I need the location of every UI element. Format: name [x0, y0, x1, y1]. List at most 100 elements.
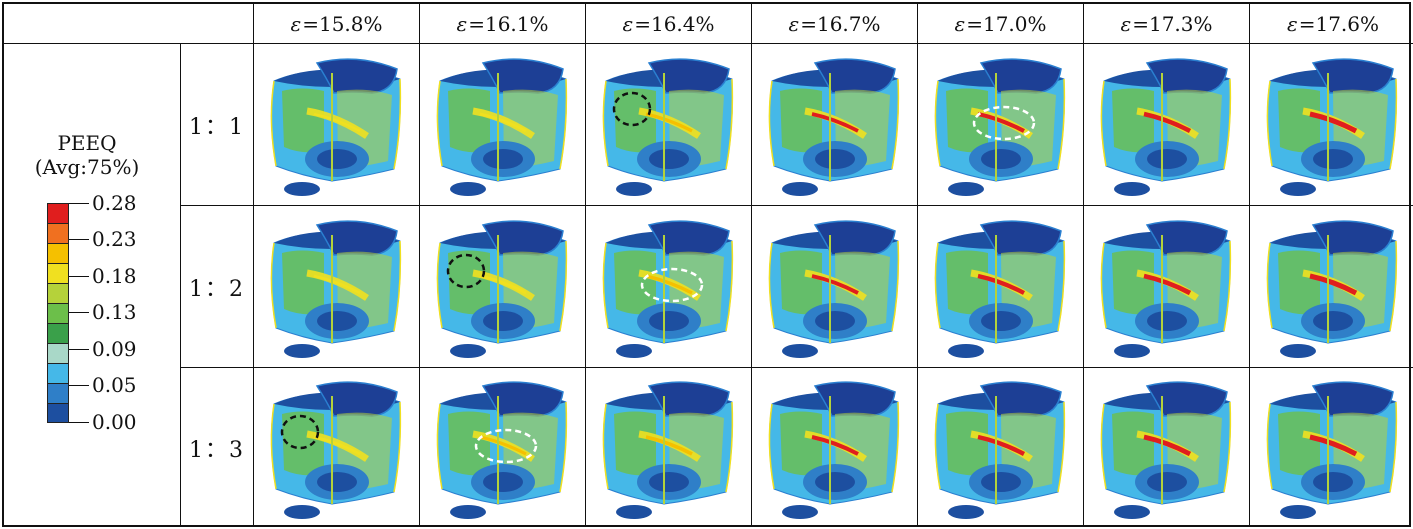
strain-header: ε = 17.0%	[918, 4, 1084, 44]
strain-header: ε = 16.7%	[752, 4, 918, 44]
ratio-label-cell: 1：3	[181, 368, 254, 527]
strain-header: ε = 16.1%	[420, 4, 586, 44]
color-swatch	[47, 402, 69, 423]
cube-contour-plot	[934, 380, 1065, 519]
contour-cell	[586, 44, 752, 206]
cube-contour-plot	[768, 380, 899, 519]
epsilon-symbol: ε	[788, 11, 800, 36]
epsilon-symbol: ε	[622, 11, 634, 36]
contour-cell	[918, 206, 1084, 368]
cube-contour-plot	[270, 219, 401, 358]
cube-contour-plot	[602, 57, 733, 196]
cube-contour-plot	[436, 57, 567, 196]
cube-contour-plot	[1100, 219, 1231, 358]
contour-cell	[254, 368, 420, 527]
legend-tick	[69, 312, 89, 313]
epsilon-symbol: ε	[1286, 11, 1298, 36]
cube-contour-plot	[436, 219, 567, 358]
color-bar	[47, 202, 69, 423]
black-dashed-marker	[446, 253, 485, 288]
ratio-label-cell: 1：2	[181, 206, 254, 368]
equals-sign: =	[1132, 11, 1149, 36]
legend-tick-label: 0.05	[92, 373, 137, 397]
cube-contour-plot	[436, 380, 567, 519]
contour-cell	[1250, 44, 1413, 206]
color-swatch	[47, 242, 69, 263]
color-swatch	[47, 362, 69, 383]
color-swatch	[47, 282, 69, 303]
legend-title-line2: (Avg:75%)	[34, 154, 140, 179]
contour-cell	[586, 206, 752, 368]
peeq-legend: PEEQ (Avg:75%) 0.28 0.23 0.18 0.13 0.09 0.05 0.0…	[22, 131, 162, 441]
strain-value: 16.7%	[816, 11, 881, 36]
contour-cell	[1250, 368, 1413, 527]
equals-sign: =	[1298, 11, 1316, 36]
contour-cell	[1084, 206, 1250, 368]
legend-tick-label: 0.18	[92, 263, 137, 288]
color-swatch	[47, 202, 69, 223]
legend-tick	[69, 239, 89, 240]
equals-sign: =	[800, 11, 817, 36]
legend-tick-label: 0.13	[92, 300, 137, 324]
strain-value: 17.6%	[1315, 11, 1380, 36]
legend-title: PEEQ (Avg:75%)	[22, 131, 152, 179]
contour-cell	[1084, 368, 1250, 527]
white-dashed-marker	[640, 267, 703, 302]
equals-sign: =	[966, 11, 983, 36]
contour-cell	[420, 206, 586, 368]
color-swatch	[47, 262, 69, 283]
cube-contour-plot	[1266, 57, 1398, 196]
contour-cell	[254, 44, 420, 206]
epsilon-symbol: ε	[954, 11, 966, 36]
cube-contour-plot	[768, 219, 899, 358]
cube-contour-plot	[934, 57, 1065, 196]
color-swatch	[47, 322, 69, 343]
strain-header: ε = 17.3%	[1084, 4, 1250, 44]
legend-tick-label: 0.28	[92, 190, 137, 215]
cube-contour-plot	[1100, 380, 1231, 519]
legend-tick	[69, 421, 89, 423]
ratio-label-cell: 1：1	[181, 44, 254, 206]
equals-sign: =	[634, 11, 651, 36]
strain-value: 16.4%	[650, 11, 715, 36]
legend-tick	[69, 348, 89, 350]
cube-contour-plot	[602, 219, 733, 358]
contour-cell	[586, 368, 752, 527]
epsilon-symbol: ε	[290, 11, 302, 36]
white-dashed-marker	[474, 428, 537, 463]
legend-tick	[69, 202, 89, 204]
contour-cell	[1250, 206, 1413, 368]
strain-value: 16.1%	[484, 11, 549, 36]
color-swatch	[47, 222, 69, 243]
ratio-label: 1：1	[189, 114, 245, 140]
epsilon-symbol: ε	[456, 11, 468, 36]
cube-contour-plot	[270, 380, 401, 519]
contour-cell	[918, 368, 1084, 527]
contour-cell	[254, 206, 420, 368]
strain-value: 17.0%	[982, 11, 1047, 36]
contour-cell	[918, 44, 1084, 206]
black-dashed-marker	[280, 414, 319, 449]
cube-contour-plot	[768, 57, 899, 196]
color-swatch	[47, 302, 69, 323]
cube-contour-plot	[602, 380, 733, 519]
legend-tick-label: 0.23	[92, 227, 137, 251]
cube-contour-plot	[270, 57, 401, 196]
black-dashed-marker	[612, 91, 651, 126]
equals-sign: =	[302, 11, 319, 36]
contour-cell	[752, 44, 918, 206]
color-swatch	[47, 382, 69, 403]
ratio-label: 1：3	[189, 437, 245, 463]
legend-tick-label: 0.09	[92, 336, 137, 361]
strain-header: ε = 15.8%	[254, 4, 420, 44]
epsilon-symbol: ε	[1120, 11, 1132, 36]
legend-tick	[69, 385, 89, 386]
corner-cell	[4, 4, 254, 44]
legend-tick	[69, 275, 89, 277]
cube-contour-plot	[1266, 219, 1398, 358]
legend-cell: PEEQ (Avg:75%) 0.28 0.23 0.18 0.13 0.09 0.05 0.0…	[4, 44, 181, 527]
cube-contour-plot	[1266, 380, 1398, 519]
contour-cell	[420, 44, 586, 206]
